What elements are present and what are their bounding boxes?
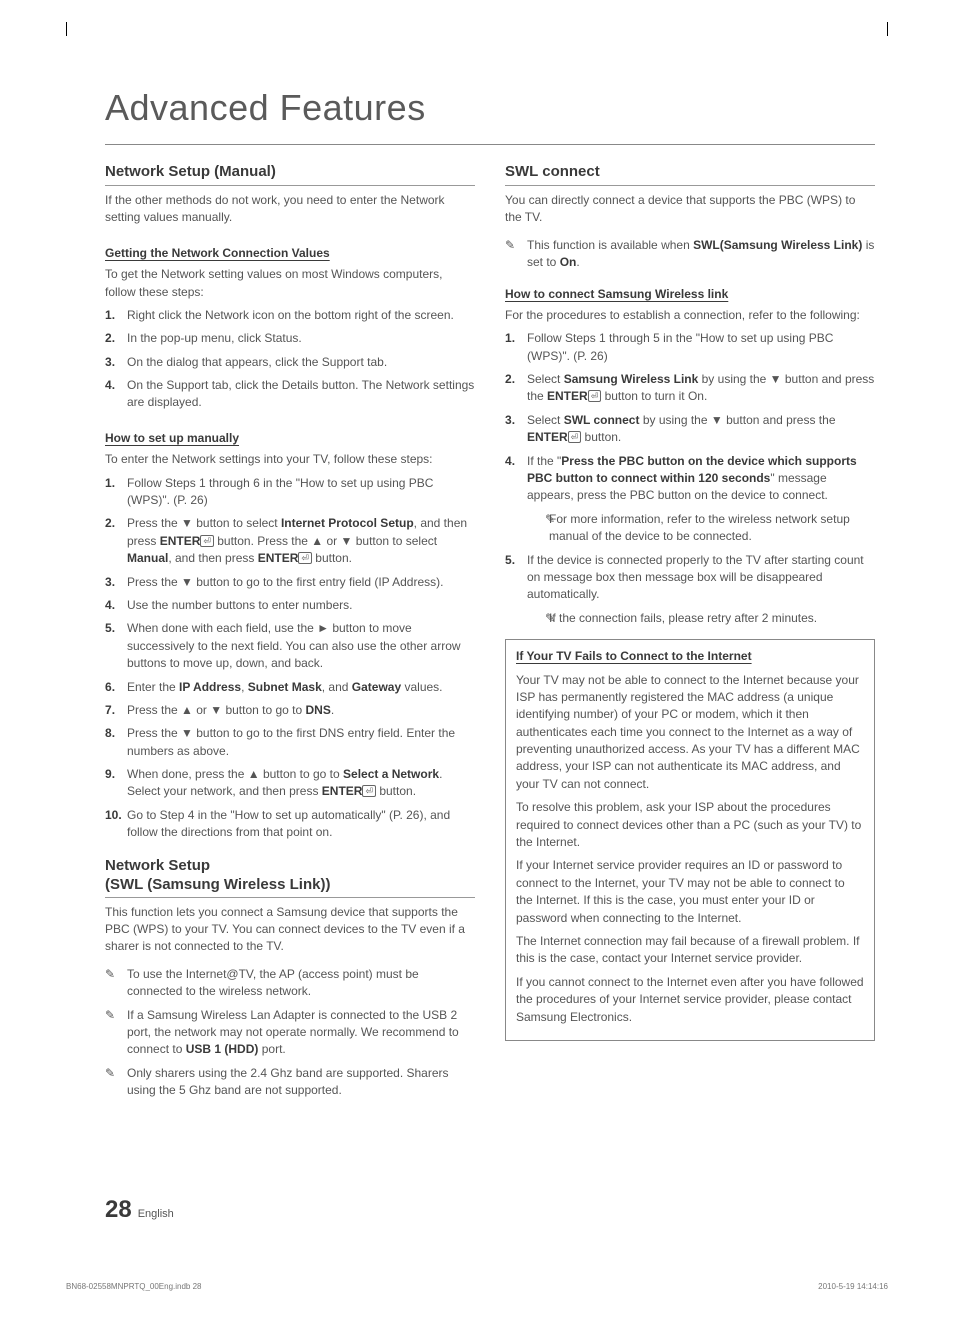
note: To use the Internet@TV, the AP (access p… <box>105 966 475 1001</box>
subsection-heading: How to set up manually <box>105 430 239 447</box>
step: Press the ▼ button to select Internet Pr… <box>105 515 475 567</box>
step: Press the ▼ button to go to the first en… <box>105 574 475 591</box>
step: When done with each field, use the ► but… <box>105 620 475 672</box>
step: Use the number buttons to enter numbers. <box>105 597 475 614</box>
step: If the device is connected properly to t… <box>505 552 875 628</box>
step: Select Samsung Wireless Link by using th… <box>505 371 875 406</box>
enter-icon: ⏎ <box>568 431 582 443</box>
page-number: 28 <box>105 1193 132 1228</box>
step: In the pop-up menu, click Status. <box>105 330 475 347</box>
step: Select SWL connect by using the ▼ button… <box>505 412 875 447</box>
info-box: If Your TV Fails to Connect to the Inter… <box>505 639 875 1041</box>
note: This function is available when SWL(Sams… <box>505 237 875 272</box>
paragraph: Your TV may not be able to connect to th… <box>516 672 864 794</box>
paragraph: For the procedures to establish a connec… <box>505 307 875 324</box>
section-heading: Network Setup (SWL (Samsung Wireless Lin… <box>105 856 475 898</box>
language-label: English <box>138 1207 174 1223</box>
page-content: Advanced Features Network Setup (Manual)… <box>105 82 875 1106</box>
paragraph: To enter the Network settings into your … <box>105 451 475 468</box>
columns: Network Setup (Manual) If the other meth… <box>105 157 875 1105</box>
page-footer: 28 English <box>105 1193 174 1228</box>
note: If a Samsung Wireless Lan Adapter is con… <box>105 1007 475 1059</box>
step: Enter the IP Address, Subnet Mask, and G… <box>105 679 475 696</box>
sub-note: For more information, refer to the wirel… <box>527 511 875 546</box>
steps-list: Follow Steps 1 through 6 in the "How to … <box>105 475 475 842</box>
step: On the Support tab, click the Details bu… <box>105 377 475 412</box>
steps-list: Follow Steps 1 through 5 in the "How to … <box>505 330 875 627</box>
section-heading: SWL connect <box>505 161 875 186</box>
left-column: Network Setup (Manual) If the other meth… <box>105 157 475 1105</box>
enter-icon: ⏎ <box>588 390 602 402</box>
box-heading: If Your TV Fails to Connect to the Inter… <box>516 648 752 665</box>
step: Press the ▼ button to go to the first DN… <box>105 725 475 760</box>
paragraph: To get the Network setting values on mos… <box>105 266 475 301</box>
steps-list: Right click the Network icon on the bott… <box>105 307 475 412</box>
step: When done, press the ▲ button to go to S… <box>105 766 475 801</box>
crop-mark-left <box>66 22 67 36</box>
paragraph: If you cannot connect to the Internet ev… <box>516 974 864 1026</box>
subsection-heading: How to connect Samsung Wireless link <box>505 286 728 303</box>
step: Press the ▲ or ▼ button to go to DNS. <box>105 702 475 719</box>
section-intro: You can directly connect a device that s… <box>505 192 875 227</box>
title-rule <box>105 144 875 145</box>
sub-note: If the connection fails, please retry af… <box>527 610 875 627</box>
document-meta: BN68-02558MNPRTQ_00Eng.indb 28 2010-5-19… <box>66 1281 888 1293</box>
section-intro: If the other methods do not work, you ne… <box>105 192 475 227</box>
right-column: SWL connect You can directly connect a d… <box>505 157 875 1105</box>
timestamp: 2010-5-19 14:14:16 <box>818 1281 888 1293</box>
note: Only sharers using the 2.4 Ghz band are … <box>105 1065 475 1100</box>
crop-mark-right <box>887 22 888 36</box>
enter-icon: ⏎ <box>362 785 376 797</box>
step: On the dialog that appears, click the Su… <box>105 354 475 371</box>
subsection-heading: Getting the Network Connection Values <box>105 245 330 262</box>
section-heading: Network Setup (Manual) <box>105 161 475 186</box>
step: Go to Step 4 in the "How to set up autom… <box>105 807 475 842</box>
enter-icon: ⏎ <box>200 535 214 547</box>
paragraph: If your Internet service provider requir… <box>516 857 864 927</box>
step: Follow Steps 1 through 5 in the "How to … <box>505 330 875 365</box>
step: Follow Steps 1 through 6 in the "How to … <box>105 475 475 510</box>
page-title: Advanced Features <box>105 82 875 134</box>
section-intro: This function lets you connect a Samsung… <box>105 904 475 956</box>
paragraph: To resolve this problem, ask your ISP ab… <box>516 799 864 851</box>
step: If the "Press the PBC button on the devi… <box>505 453 875 546</box>
paragraph: The Internet connection may fail because… <box>516 933 864 968</box>
step: Right click the Network icon on the bott… <box>105 307 475 324</box>
file-path: BN68-02558MNPRTQ_00Eng.indb 28 <box>66 1281 202 1293</box>
enter-icon: ⏎ <box>298 552 312 564</box>
